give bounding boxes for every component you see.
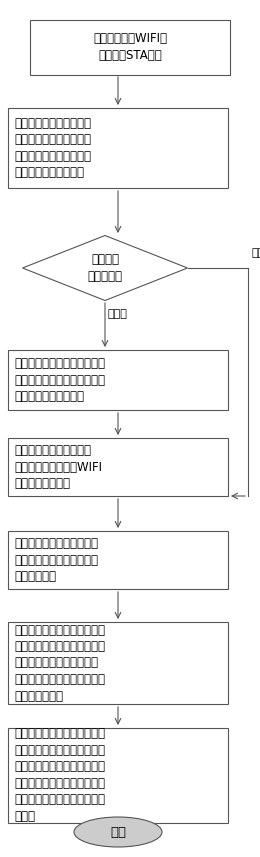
Bar: [8, 438, 228, 496]
Text: 设置控制器的WIFI通
讯模块在STA模式: 设置控制器的WIFI通 讯模块在STA模式: [93, 33, 167, 62]
Text: 不成功: 不成功: [108, 309, 128, 319]
Text: 结束: 结束: [110, 825, 126, 838]
Ellipse shape: [74, 817, 162, 847]
Polygon shape: [23, 236, 187, 301]
Bar: [30, 20, 230, 75]
Bar: [8, 531, 228, 589]
Bar: [8, 108, 228, 188]
Text: 成功: 成功: [252, 248, 260, 258]
Text: 打开控制器的蓝牙模块，和移
动终端的蓝牙服务，控制器通
过蓝牙连接到移动终端: 打开控制器的蓝牙模块，和移 动终端的蓝牙服务，控制器通 过蓝牙连接到移动终端: [14, 357, 105, 403]
Bar: [8, 728, 228, 823]
Text: 云服务器将之前保存的设备
运行数据记录时间截和序号
下传到控制器: 云服务器将之前保存的设备 运行数据记录时间截和序号 下传到控制器: [14, 537, 98, 583]
Text: 通过移动终端的专用应用
程序，设置控制器的WIFI
连接到无线路由器: 通过移动终端的专用应用 程序，设置控制器的WIFI 连接到无线路由器: [14, 444, 102, 490]
Text: 控制器按云服务器给的时间截
和序号，将保存在时间截和序
号后的运行数据组织成数据
包，并上传到云服务器，确保
数据记录的同步: 控制器按云服务器给的时间截 和序号，将保存在时间截和序 号后的运行数据组织成数据…: [14, 624, 105, 703]
Text: 云服务器将数据分析的结果下
传移动终端的应用程序上，让
用户了解设备的运行状况，保
养状况，故障原因等，用户通
过移动终端可以实时监控设备
的运行: 云服务器将数据分析的结果下 传移动终端的应用程序上，让 用户了解设备的运行状况，…: [14, 728, 105, 823]
Text: 打开移动终端的专用应用
程序，在连接云服务器成
功后，通过专用应用程序
查看控制器的连接情况: 打开移动终端的专用应用 程序，在连接云服务器成 功后，通过专用应用程序 查看控制…: [14, 117, 91, 179]
Bar: [8, 622, 228, 704]
Text: 控制器连
接成功吗？: 控制器连 接成功吗？: [88, 254, 122, 283]
Bar: [8, 350, 228, 410]
